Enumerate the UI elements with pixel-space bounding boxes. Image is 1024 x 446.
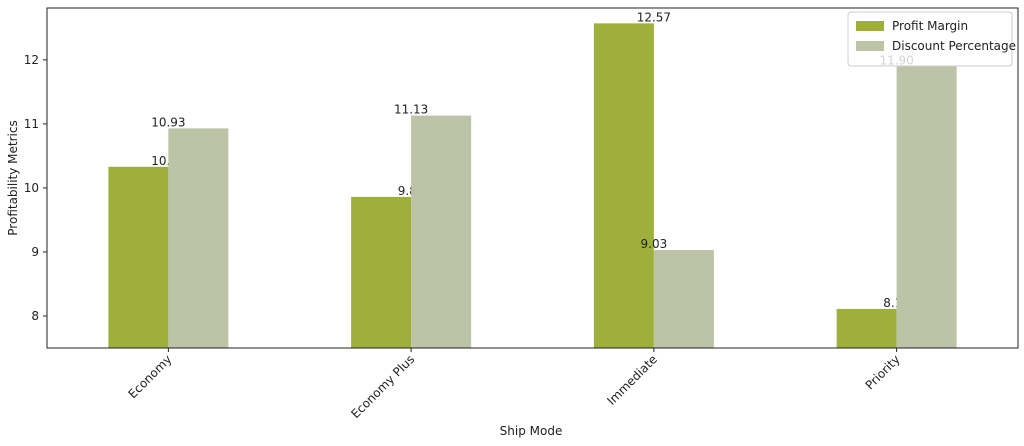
y-tick-label: 12 [24,53,39,67]
legend-swatch [856,41,884,51]
bar [168,128,229,348]
x-tick-label: Immediate [604,352,660,408]
y-axis-label: Profitability Metrics [6,120,20,235]
legend-label: Profit Margin [892,19,968,33]
y-tick-label: 11 [24,117,39,131]
value-label: 10.93 [151,115,185,129]
bar [351,196,412,348]
x-tick-label: Priority [863,352,903,392]
bar [836,308,897,348]
legend-label: Discount Percentage [892,39,1016,53]
legend-swatch [856,21,884,31]
y-tick-label: 8 [31,309,39,323]
plot-frame [46,7,1019,349]
y-tick-label: 10 [24,181,39,195]
bar [108,166,169,348]
bar [411,115,472,348]
bar [896,66,957,348]
x-tick-label: Economy [126,352,175,401]
bar [653,250,714,348]
value-label: 12.57 [637,10,671,24]
y-tick-label: 9 [31,245,39,259]
bar [593,23,654,349]
value-label: 9.03 [641,237,668,251]
value-label: 11.13 [394,103,428,117]
x-tick-label: Economy Plus [348,352,417,421]
x-axis-label: Ship Mode [500,424,563,438]
legend-box [847,11,1013,67]
